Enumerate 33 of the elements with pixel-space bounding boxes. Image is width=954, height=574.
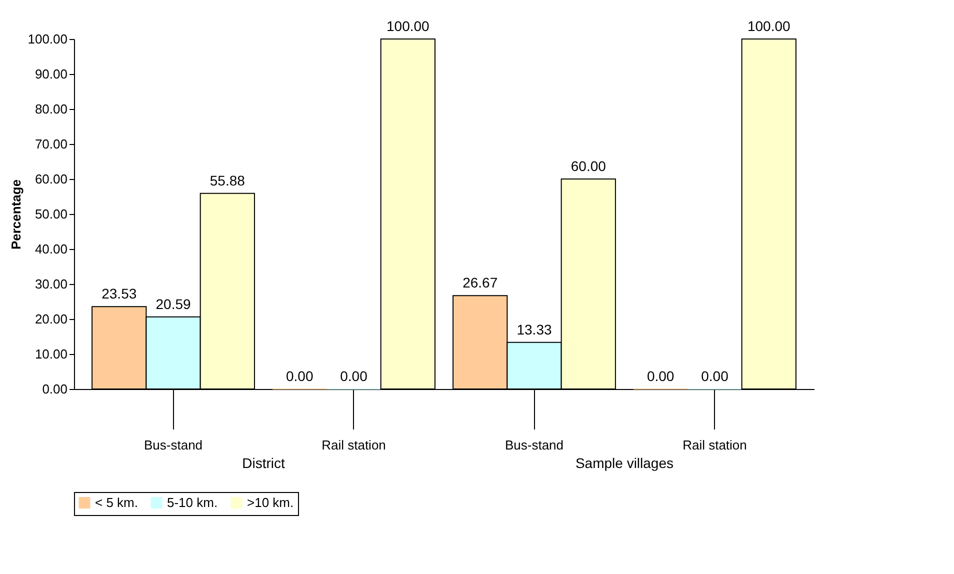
y-tick-label: 10.00 xyxy=(34,346,68,362)
data-label: 100.00 xyxy=(386,18,430,34)
x-tick-label: Rail station xyxy=(322,438,386,452)
data-label: 26.67 xyxy=(462,274,498,291)
y-tick-label: 40.00 xyxy=(34,242,68,256)
y-tick-label: 30.00 xyxy=(34,276,68,292)
y-tick-label: 20.00 xyxy=(34,312,68,326)
y-axis-title: Percentage xyxy=(8,179,24,250)
x-tick-label: Bus-stand xyxy=(144,438,203,452)
data-label: 0.00 xyxy=(286,368,314,384)
data-label: 55.88 xyxy=(210,172,246,188)
data-label: 0.00 xyxy=(646,368,674,384)
legend-label: 5-10 km. xyxy=(167,494,218,510)
data-label: 0.00 xyxy=(701,368,729,384)
legend-label: < 5 km. xyxy=(95,494,138,510)
x-tick-label: Rail station xyxy=(682,438,747,452)
y-tick-label: 50.00 xyxy=(34,206,68,222)
text: Sample villages xyxy=(575,455,674,471)
y-tick-label: 80.00 xyxy=(34,102,68,116)
y-tick-label: 60.00 xyxy=(34,172,68,186)
y-tick-label: 70.00 xyxy=(34,136,68,152)
x-tick-label: Bus-stand xyxy=(504,438,564,452)
data-label: 60.00 xyxy=(570,158,606,174)
data-label: 100.00 xyxy=(747,18,790,34)
legend-label: >10 km. xyxy=(247,494,294,510)
data-label: 0.00 xyxy=(340,368,368,384)
y-tick-label: 0.00 xyxy=(42,382,68,396)
data-label: 23.53 xyxy=(102,286,137,302)
data-label: 20.59 xyxy=(156,296,191,312)
text: District xyxy=(242,455,286,471)
data-label: 13.33 xyxy=(516,321,552,338)
y-tick-label: 100.00 xyxy=(28,32,68,46)
y-tick-label: 90.00 xyxy=(34,66,68,82)
